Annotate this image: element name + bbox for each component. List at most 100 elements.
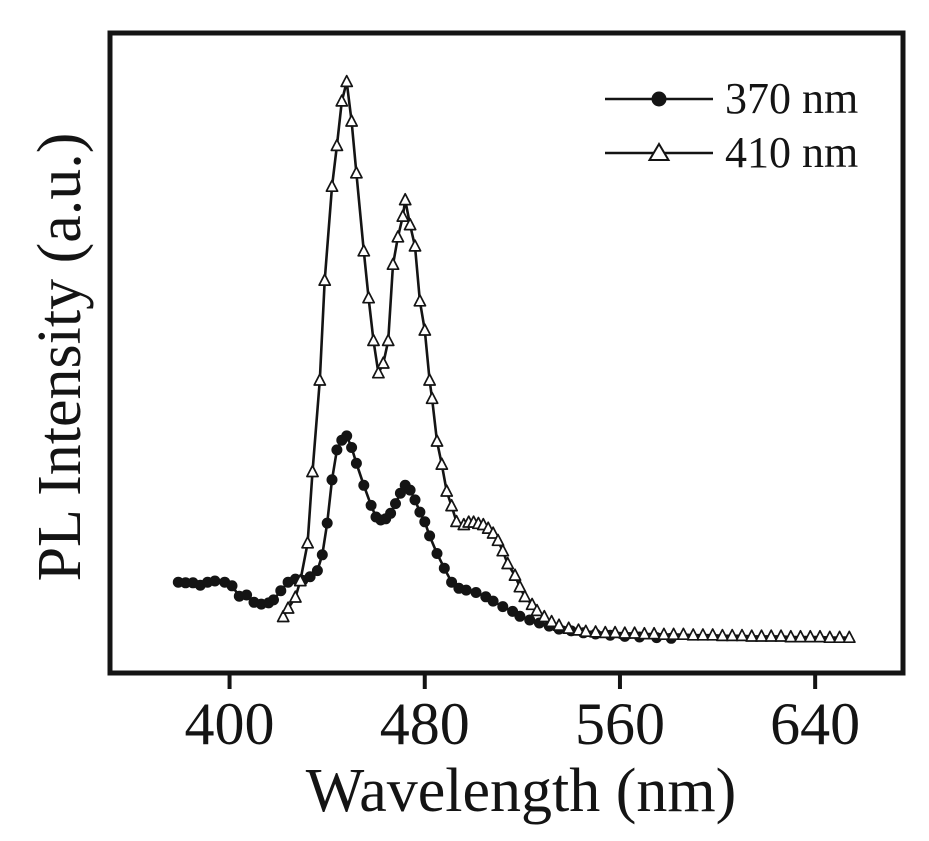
data-point-triangle [288,590,302,603]
data-point-triangle [318,273,332,286]
data-point-circle [241,589,253,601]
data-point-circle [514,610,526,622]
data-point-triangle [413,294,427,307]
legend-entry-370nm: 370 nm [605,72,858,126]
data-point-circle [326,474,338,486]
data-point-triangle [335,94,349,107]
x-tick-label-640: 640 [770,691,861,757]
data-point-triangle [823,630,837,644]
data-point-triangle [330,138,344,152]
data-point-triangle [530,603,544,617]
data-point-triangle [440,484,454,497]
data-point-circle [524,614,536,626]
data-point-triangle [608,625,622,639]
data-point-triangle [686,628,700,641]
data-point-circle [365,499,377,511]
data-point-triangle [325,179,339,193]
data-point-triangle [676,627,690,641]
x-tick-label-560: 560 [574,691,665,757]
data-point-circle [414,506,426,518]
data-point-circle [226,580,238,592]
data-point-triangle [281,601,295,614]
data-point-triangle [491,533,505,547]
data-point-triangle [784,629,798,643]
data-point-triangle [313,373,327,386]
data-point-triangle [371,366,385,379]
data-point-triangle [362,291,376,304]
data-point-triangle [340,74,354,88]
data-point-triangle [381,333,395,347]
data-point-triangle [706,628,720,641]
data-point-triangle [391,230,405,243]
data-point-triangle [745,629,759,642]
data-point-circle [304,571,316,583]
data-point-triangle [386,257,400,271]
x-tick-label-400: 400 [184,691,275,757]
data-point-triangle [572,623,585,636]
data-point-circle [419,516,431,528]
data-point-circle [431,548,443,559]
data-point-triangle [293,573,307,587]
data-point-circle [311,565,323,577]
data-point-triangle [423,373,437,386]
data-point-triangle [715,628,729,642]
data-point-circle [209,575,221,587]
legend: 370 nm 410 nm [605,72,858,180]
data-point-circle [394,487,406,499]
data-point-triangle [518,589,532,603]
data-point-circle [321,517,333,529]
data-point-triangle [450,514,463,528]
data-point-triangle [525,597,539,611]
data-point-circle [268,594,279,606]
data-point-triangle [345,114,359,127]
data-point-triangle [774,629,788,642]
data-point-triangle [513,580,527,593]
data-point-triangle [376,356,390,369]
data-point-triangle [637,626,651,640]
data-point-triangle [398,192,412,206]
data-point-circle [358,479,370,491]
data-point-circle [385,507,397,519]
axes-frame [107,30,906,676]
legend-triangle-marker-icon [605,142,713,161]
data-point-triangle [562,621,576,634]
x-axis-label: Wavelength (nm) [305,757,737,825]
data-point-circle [331,444,343,456]
data-point-circle [497,601,509,613]
data-point-circle [346,442,358,453]
data-point-triangle [842,630,856,644]
data-point-circle [470,587,482,598]
data-point-triangle [552,618,566,631]
y-axis-label: PL Intensity (a.u.) [26,132,94,582]
data-point-triangle [357,244,371,257]
data-point-circle [350,457,362,469]
data-point-triangle [496,544,510,557]
data-point-triangle [537,609,551,623]
data-point-triangle [301,536,315,549]
data-point-triangle [833,630,847,644]
data-point-circle [404,484,416,496]
legend-label-370nm: 370 nm [725,74,859,123]
data-point-triangle [589,625,603,638]
data-point-triangle [486,526,500,539]
data-point-triangle [425,391,439,405]
data-point-triangle [647,626,661,640]
data-point-triangle [667,627,681,641]
data-point-triangle [628,626,642,639]
data-point-circle [424,530,436,542]
data-point-triangle [501,556,515,570]
data-point-triangle [618,626,632,639]
data-point-triangle [598,625,612,639]
data-point-circle [438,562,450,574]
data-point-triangle [725,628,739,642]
data-point-circle [409,494,421,506]
data-point-triangle [508,568,522,581]
data-point-circle [487,595,499,607]
data-point-triangle [403,217,417,231]
data-point-triangle [349,166,363,179]
legend-entry-410nm: 410 nm [605,126,858,180]
data-point-triangle [435,457,449,470]
data-point-triangle [813,629,827,643]
